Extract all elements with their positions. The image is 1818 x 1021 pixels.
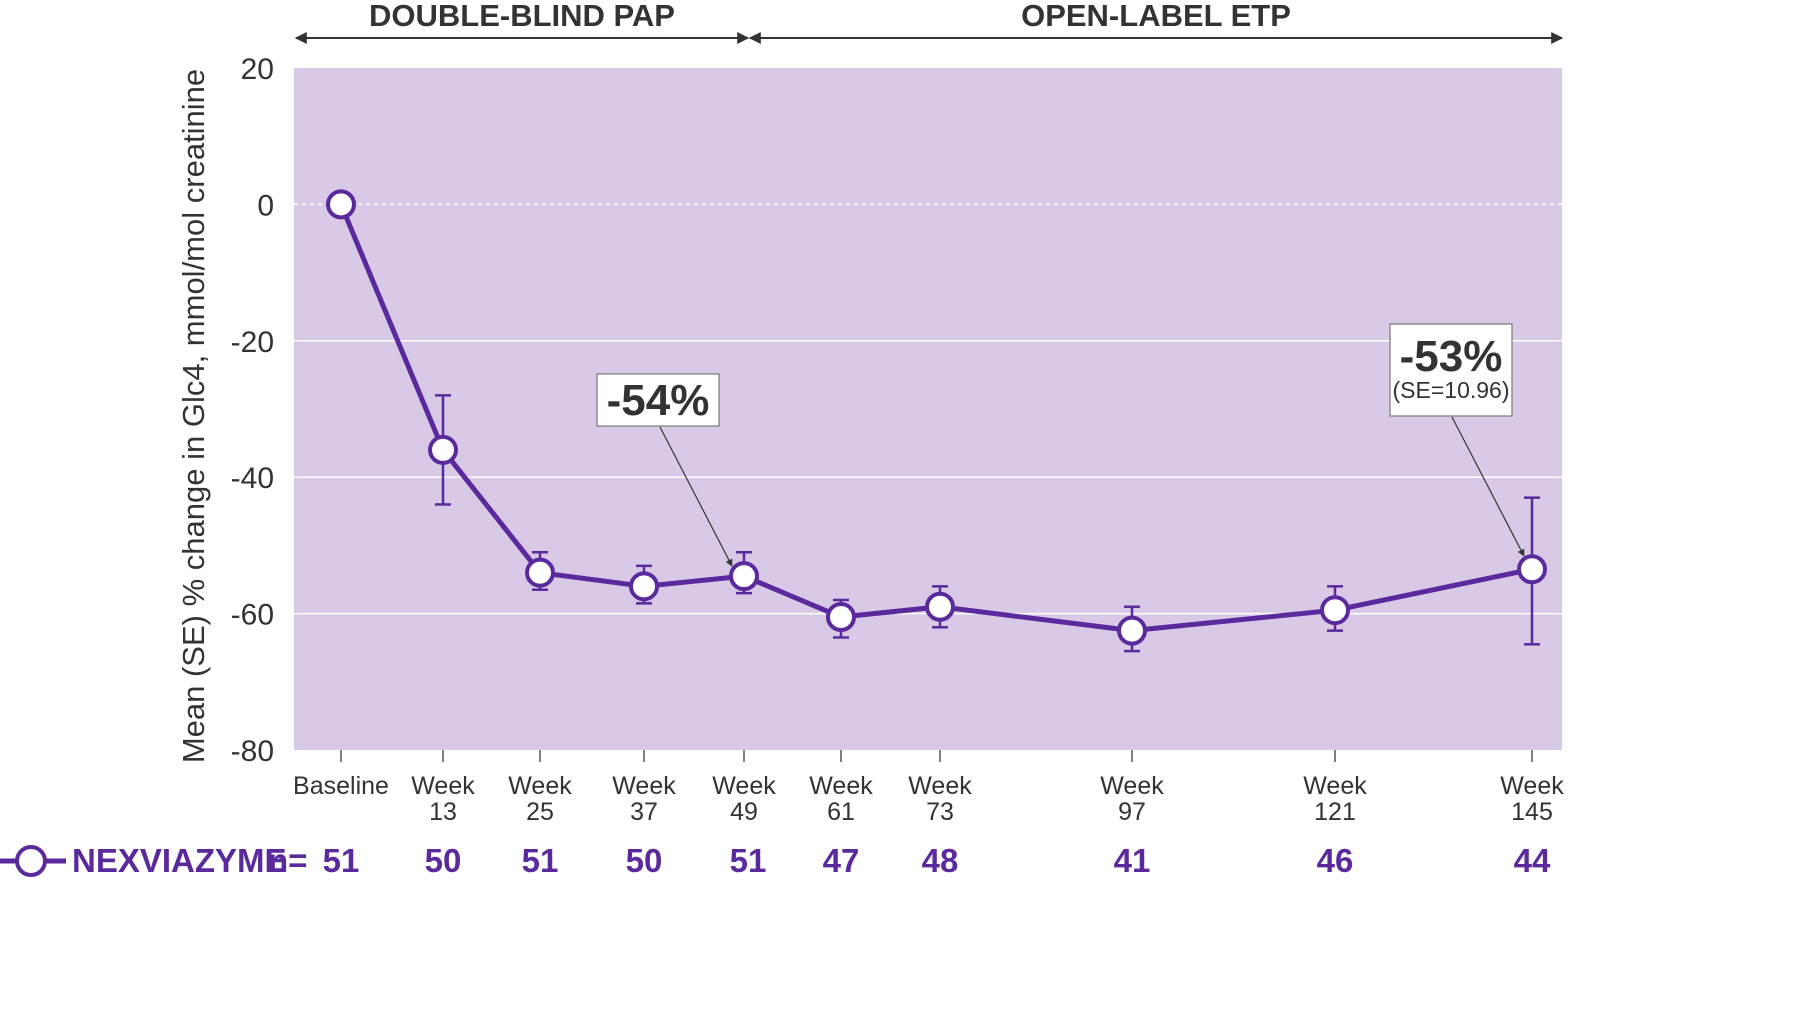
- n-value: 47: [823, 842, 860, 879]
- data-point: [1320, 595, 1350, 626]
- phase-label: DOUBLE-BLIND PAP: [369, 0, 675, 33]
- n-values: 51 50 51 50 51 47 48 41 46 44: [323, 842, 1551, 879]
- data-point: [525, 557, 555, 588]
- y-tick-label: 20: [241, 53, 274, 86]
- x-tick-label: Week: [712, 772, 776, 800]
- x-tick-label: Week: [1303, 772, 1367, 800]
- x-tick-label: 121: [1314, 798, 1356, 826]
- x-tick-label: Week: [612, 772, 676, 800]
- data-point: [729, 561, 759, 592]
- x-tick-label: 13: [429, 798, 457, 826]
- y-axis-label: Mean (SE) % change in Glc4, mmol/mol cre…: [176, 69, 211, 763]
- x-tick-label: Week: [1500, 772, 1564, 800]
- y-tick-label: -20: [231, 326, 274, 359]
- callout-value: -54%: [607, 376, 710, 425]
- callout-box: [596, 373, 720, 427]
- x-tick-label: Baseline: [293, 772, 389, 800]
- x-tick-label: Week: [508, 772, 572, 800]
- callouts: -54% -53%(SE=10.96): [596, 323, 1525, 567]
- n-value: 44: [1514, 842, 1551, 879]
- data-point: [629, 571, 659, 602]
- x-tick-label: Week: [411, 772, 475, 800]
- x-tick-label: 97: [1118, 798, 1146, 826]
- x-tick-label: 73: [926, 798, 954, 826]
- n-value: 46: [1317, 842, 1354, 879]
- data-point: [326, 189, 356, 220]
- x-tick-label: 145: [1511, 798, 1553, 826]
- data-point: [925, 591, 955, 622]
- callout-arrow: [1451, 416, 1525, 557]
- n-value: 51: [323, 842, 360, 879]
- x-tick-label: Week: [809, 772, 873, 800]
- y-tick-label: -60: [231, 599, 274, 632]
- x-tick-label: 25: [526, 798, 554, 826]
- data-point: [1517, 554, 1547, 585]
- legend-label: NEXVIAZYME: [72, 842, 287, 879]
- n-value: 48: [922, 842, 959, 879]
- n-value: 50: [626, 842, 663, 879]
- callout-arrow: [659, 426, 733, 567]
- callout-value: -53%: [1400, 332, 1503, 381]
- legend-marker-icon: [15, 845, 47, 877]
- plot-area: [294, 68, 1562, 750]
- phase-headers: DOUBLE-BLIND PAP OPEN-LABEL ETP: [294, 0, 1564, 44]
- y-tick-label: -80: [231, 735, 274, 768]
- n-value: 51: [522, 842, 559, 879]
- callout-subtext: (SE=10.96): [1393, 377, 1510, 403]
- x-tick-label: 37: [630, 798, 658, 826]
- n-label: n=: [268, 842, 307, 879]
- x-tick-label: 49: [730, 798, 758, 826]
- series-nexviazyme: [326, 189, 1547, 646]
- n-value: 50: [425, 842, 462, 879]
- series-line: [338, 203, 1533, 634]
- data-point: [826, 602, 856, 633]
- y-axis-ticks: 20 0 -20 -40 -60 -80: [231, 53, 274, 768]
- y-tick-label: 0: [257, 189, 274, 222]
- phase-label: OPEN-LABEL ETP: [1021, 0, 1291, 33]
- data-point: [428, 434, 458, 465]
- n-value: 41: [1114, 842, 1151, 879]
- x-tick-label: Week: [908, 772, 972, 800]
- n-row: NEXVIAZYME n= 51 50 51 50 51 47 48 41 46 44: [0, 842, 1551, 879]
- data-point: [1117, 615, 1147, 646]
- x-tick-label: Week: [1100, 772, 1164, 800]
- x-tick-label: 61: [827, 798, 855, 826]
- callout-box: [1389, 323, 1513, 417]
- n-value: 51: [730, 842, 767, 879]
- x-axis-ticks: Baseline Week13Week25Week37Week49Week61We…: [293, 750, 1564, 826]
- y-tick-label: -40: [231, 462, 274, 495]
